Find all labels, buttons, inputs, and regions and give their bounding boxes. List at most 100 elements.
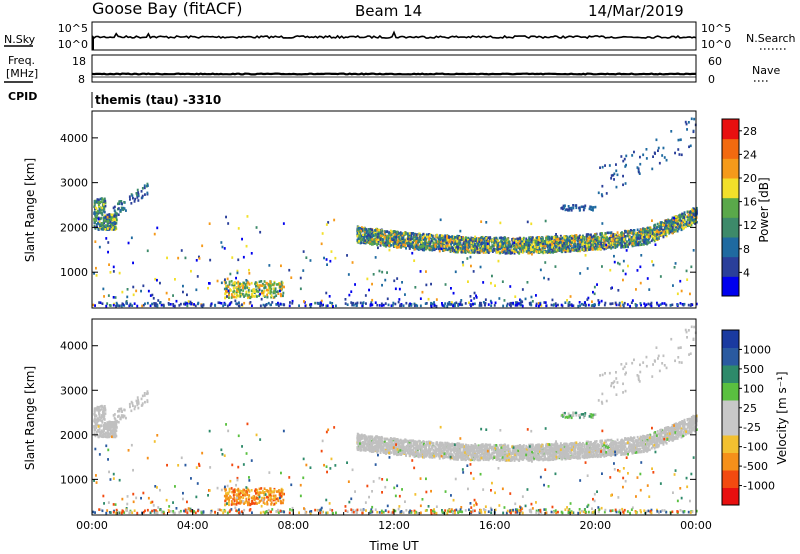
power-cell <box>519 236 522 240</box>
power-cell <box>620 237 623 240</box>
power-cell <box>664 222 667 226</box>
power-cell <box>677 148 680 151</box>
power-cell <box>223 287 226 291</box>
power-cell <box>486 242 489 246</box>
power-cell <box>239 292 242 296</box>
power-cell <box>515 243 518 246</box>
power-cell <box>356 238 359 242</box>
power-cell <box>99 197 102 201</box>
power-cell <box>580 238 583 242</box>
power-cell <box>437 242 440 245</box>
power-cell <box>99 301 102 304</box>
power-cell <box>611 241 614 245</box>
power-cell <box>560 303 563 307</box>
power-cell <box>540 304 543 307</box>
power-cell <box>672 218 675 221</box>
velocity-cell <box>101 405 104 409</box>
power-cell <box>94 213 96 216</box>
power-cell <box>112 303 115 307</box>
power-cell <box>146 182 149 186</box>
power-cell <box>526 239 529 242</box>
power-cell <box>660 231 662 235</box>
power-cell <box>477 247 480 251</box>
velocity-cell <box>96 423 99 427</box>
power-cell <box>113 221 116 224</box>
power-cell <box>320 299 323 303</box>
power-cell <box>633 241 636 245</box>
power-cell <box>457 245 460 249</box>
power-cell <box>520 246 523 249</box>
power-cell <box>104 204 107 208</box>
power-cell <box>555 235 558 239</box>
power-cell <box>538 247 541 250</box>
power-cell <box>274 287 277 290</box>
power-cell <box>225 287 228 290</box>
power-cell <box>156 226 159 230</box>
power-cell <box>576 245 579 249</box>
velocity-cell <box>122 414 125 417</box>
power-cell <box>652 155 654 158</box>
power-cell <box>668 219 671 223</box>
power-cell <box>279 302 282 306</box>
power-cell <box>396 277 399 280</box>
power-cell <box>93 201 96 205</box>
power-cell <box>484 304 486 307</box>
power-cell <box>502 245 504 248</box>
power-cell <box>633 229 635 232</box>
power-cell <box>422 232 425 236</box>
power-cell <box>652 228 655 232</box>
power-cell <box>686 128 688 131</box>
power-cell <box>104 201 107 205</box>
power-cell <box>643 228 646 231</box>
power-cell <box>504 239 507 242</box>
power-cell <box>471 251 474 254</box>
power-cell <box>649 231 651 235</box>
power-cell <box>271 283 274 286</box>
power-cell <box>433 242 436 245</box>
power-cell <box>229 272 232 276</box>
power-cell <box>582 208 585 212</box>
power-cell <box>115 222 118 225</box>
power-cell <box>224 302 227 306</box>
power-cell <box>393 279 396 283</box>
power-cell <box>329 301 332 304</box>
power-cell <box>110 213 113 217</box>
power-cell <box>584 248 587 252</box>
power-cell <box>647 239 650 242</box>
power-cell <box>614 246 617 249</box>
power-cell <box>661 302 664 305</box>
power-cell <box>318 302 321 305</box>
power-cell <box>299 276 302 280</box>
power-cell <box>120 202 123 205</box>
power-cell <box>450 301 453 304</box>
velocity-cell <box>103 405 106 408</box>
power-cell <box>132 285 135 289</box>
power-cell <box>441 239 444 242</box>
velocity-cell <box>102 432 105 435</box>
power-cell <box>690 208 693 212</box>
power-cell <box>641 229 644 233</box>
power-cell <box>671 225 674 229</box>
velocity-cell <box>110 431 113 435</box>
power-cell <box>104 217 107 221</box>
velocity-cell <box>104 435 107 438</box>
power-cell <box>435 298 438 301</box>
power-cell <box>522 238 525 242</box>
power-cell <box>484 247 487 251</box>
power-cell <box>678 218 681 222</box>
power-cell <box>476 251 479 254</box>
power-cell <box>656 303 659 306</box>
power-cell <box>541 250 544 253</box>
power-cell <box>146 191 149 195</box>
power-cell <box>159 301 161 305</box>
power-cell <box>586 236 589 240</box>
power-cell <box>607 238 609 242</box>
power-cell <box>461 247 464 251</box>
power-cell <box>371 242 373 245</box>
power-cell <box>665 303 668 307</box>
power-cell <box>327 221 330 224</box>
power-cell <box>656 222 659 226</box>
power-cell <box>451 235 454 238</box>
power-cell <box>567 249 570 253</box>
